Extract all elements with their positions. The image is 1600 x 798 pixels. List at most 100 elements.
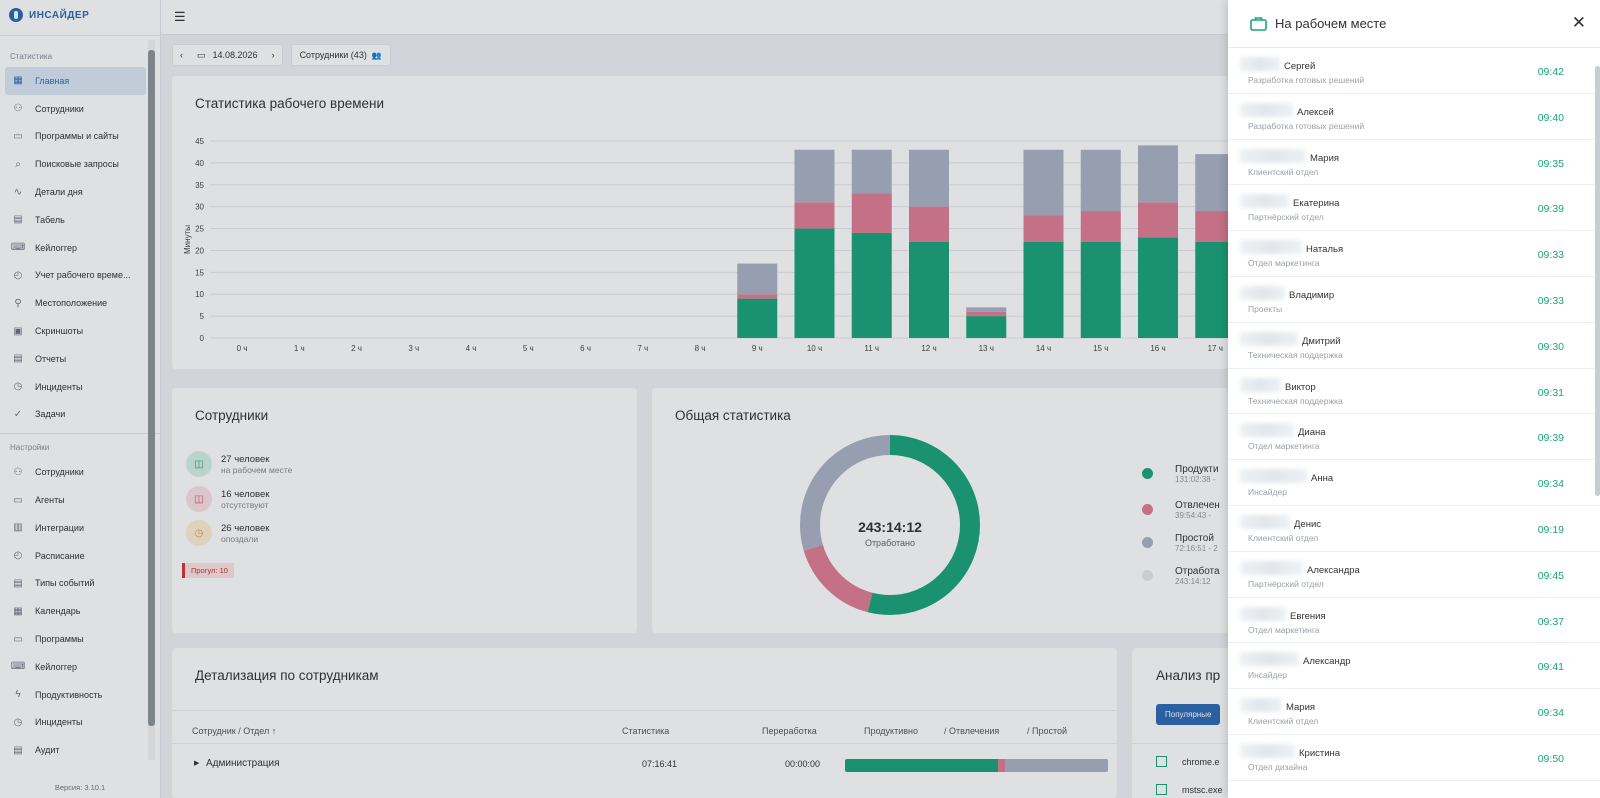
list-item[interactable]: Алексей Разработка готовых решений 09:40 [1228, 94, 1600, 140]
bar-segment[interactable] [1195, 154, 1228, 212]
col-distractions[interactable]: / Отвлечения [944, 726, 1000, 736]
sidebar-item[interactable]: ⌕ Поисковые запросы [0, 150, 146, 178]
list-item[interactable]: Владимир Проекты 09:33 [1228, 277, 1600, 323]
sidebar-item[interactable]: ⚲ Местоположение [0, 289, 146, 317]
bar-segment[interactable] [966, 311, 1007, 317]
bar-segment[interactable] [737, 263, 778, 295]
list-item[interactable]: mstsc.exe [1156, 784, 1223, 795]
bar-segment[interactable] [1023, 215, 1064, 242]
prev-day-button[interactable]: ‹ [180, 50, 183, 60]
sidebar-item[interactable]: ◷ Инциденты [0, 709, 146, 737]
bar-segment[interactable] [737, 294, 778, 299]
bar-segment[interactable] [1023, 241, 1064, 338]
sidebar-scrollbar[interactable] [148, 40, 155, 760]
menu-icon[interactable]: ☰ [174, 9, 186, 24]
employee-summary-row[interactable]: ◫ 27 человек на рабочем месте [186, 451, 292, 477]
list-item[interactable]: chrome.e [1156, 756, 1220, 767]
sidebar-item[interactable]: ∿ Детали дня [0, 178, 146, 206]
list-item[interactable]: Евгения Отдел маркетинга 09:37 [1228, 598, 1600, 644]
list-item[interactable]: Диана Отдел маркетинга 09:39 [1228, 414, 1600, 461]
bar-segment[interactable] [1138, 145, 1178, 203]
sidebar-item[interactable]: ◴ Учет рабочего време... [0, 262, 146, 290]
col-overtime[interactable]: Переработка [762, 726, 817, 736]
bar-segment[interactable] [966, 307, 1007, 312]
expand-icon[interactable]: ▶ [194, 760, 200, 767]
close-icon[interactable]: ✕ [1571, 13, 1586, 32]
bar-segment[interactable] [851, 232, 892, 338]
sidebar-item[interactable]: ⌨ Кейлоггер [0, 653, 146, 681]
date-value[interactable]: 14.08.2026 [212, 50, 258, 60]
bar-segment[interactable] [794, 228, 835, 338]
panel-scrollbar[interactable] [1595, 66, 1600, 496]
bar-segment[interactable] [794, 202, 835, 229]
col-employee[interactable]: Сотрудник / Отдел ↑ [192, 726, 277, 736]
bar-segment[interactable] [909, 149, 949, 207]
bar-segment[interactable] [966, 316, 1007, 338]
bar-segment[interactable] [909, 206, 949, 242]
next-day-button[interactable]: › [271, 50, 275, 60]
sidebar-item[interactable]: ▤ Аудит [0, 736, 146, 764]
sidebar-item[interactable]: ▤ Табель [0, 206, 146, 234]
donut-segment[interactable] [800, 435, 980, 615]
sidebar-item[interactable]: ▣ Скриншоты [0, 317, 146, 345]
checkbox-icon[interactable] [1156, 784, 1167, 795]
calendar-icon[interactable]: ▭ [197, 49, 206, 60]
legend-item[interactable]: Отвлечен 39:54:43 - [1142, 500, 1220, 520]
bar-segment[interactable] [1138, 202, 1178, 238]
modal-backdrop[interactable] [0, 0, 1228, 798]
bar-segment[interactable] [1195, 211, 1228, 242]
col-productive[interactable]: Продуктивно [864, 726, 918, 736]
bar-segment[interactable] [1138, 237, 1178, 338]
sidebar-item[interactable]: ◷ Инциденты [0, 373, 146, 401]
sidebar-item[interactable]: ▦ Календарь [0, 597, 146, 625]
list-item[interactable]: Анна Инсайдер 09:34 [1228, 460, 1600, 506]
sidebar-item[interactable]: ▭ Агенты [0, 486, 146, 514]
sidebar-item[interactable]: ▭ Программы и сайты [0, 123, 146, 151]
sidebar-item[interactable]: ◴ Расписание [0, 542, 146, 570]
app-logo[interactable]: ИНСАЙДЕР [0, 0, 160, 30]
bar-segment[interactable] [1023, 149, 1064, 216]
bar-segment[interactable] [1080, 149, 1121, 212]
list-item[interactable]: Наталья Отдел маркетинга 09:33 [1228, 231, 1600, 277]
list-item[interactable]: Александр Инсайдер 09:41 [1228, 643, 1600, 690]
sidebar-item[interactable]: ⌨ Кейлоггер [0, 234, 146, 262]
list-item[interactable]: Мария Клиентский отдел 09:34 [1228, 689, 1600, 735]
list-item[interactable]: Кристина Отдел дизайна 09:50 [1228, 735, 1600, 781]
sidebar-scroll-thumb[interactable] [148, 50, 155, 726]
list-item[interactable]: Александра Партнёрский отдел 09:45 [1228, 552, 1600, 598]
list-item[interactable]: Мария Клиентский отдел 09:35 [1228, 140, 1600, 186]
bar-segment[interactable] [1195, 241, 1228, 338]
list-item[interactable]: Дмитрий Техническая поддержка 09:30 [1228, 323, 1600, 369]
sidebar-item[interactable]: ▦ Главная [5, 67, 146, 95]
bar-segment[interactable] [851, 149, 892, 194]
table-row[interactable]: ▶ Администрация 07:16:41 00:00:00 [172, 756, 1117, 776]
sidebar-item[interactable]: ϟ Продуктивность [0, 681, 146, 709]
bar-segment[interactable] [851, 193, 892, 233]
bar-segment[interactable] [794, 149, 835, 203]
list-item[interactable]: Екатерина Партнёрский отдел 09:39 [1228, 185, 1600, 232]
list-item[interactable]: Виктор Техническая поддержка 09:31 [1228, 369, 1600, 415]
sidebar-item[interactable]: ▤ Типы событий [0, 570, 146, 598]
col-stats[interactable]: Статистика [622, 726, 670, 736]
employee-summary-row[interactable]: ◫ 16 человек отсутствуют [186, 486, 269, 512]
employees-filter-button[interactable]: Сотрудники (43) 👥 [290, 44, 391, 66]
col-idle[interactable]: / Простой [1027, 726, 1068, 736]
legend-item[interactable]: Продукти 131:02:38 - [1142, 464, 1219, 484]
bar-segment[interactable] [1080, 241, 1121, 338]
sidebar-item[interactable]: ⚇ Сотрудники [0, 95, 146, 123]
popular-button[interactable]: Популярные [1156, 704, 1221, 725]
bar-segment[interactable] [1080, 211, 1121, 242]
legend-item[interactable]: Простой 72:16:51 - 2 [1142, 533, 1218, 553]
list-item[interactable]: Денис Клиентский отдел 09:19 [1228, 506, 1600, 552]
bar-segment[interactable] [737, 298, 778, 338]
sidebar-item[interactable]: ▥ Интеграции [0, 514, 146, 542]
employee-summary-row[interactable]: ◷ 26 человек опоздали [186, 520, 269, 546]
bar-segment[interactable] [909, 241, 949, 338]
list-item[interactable]: Сергей Разработка готовых решений 09:42 [1228, 48, 1600, 94]
sidebar-item[interactable]: ⚇ Сотрудники [0, 458, 146, 486]
checkbox-icon[interactable] [1156, 756, 1167, 767]
absent-badge[interactable]: Прогул: 10 [182, 563, 234, 578]
sidebar-item[interactable]: ▤ Отчеты [0, 345, 146, 373]
sidebar-item[interactable]: ✓ Задачи [0, 401, 146, 429]
legend-item[interactable]: Отработа 243:14:12 [1142, 566, 1220, 586]
